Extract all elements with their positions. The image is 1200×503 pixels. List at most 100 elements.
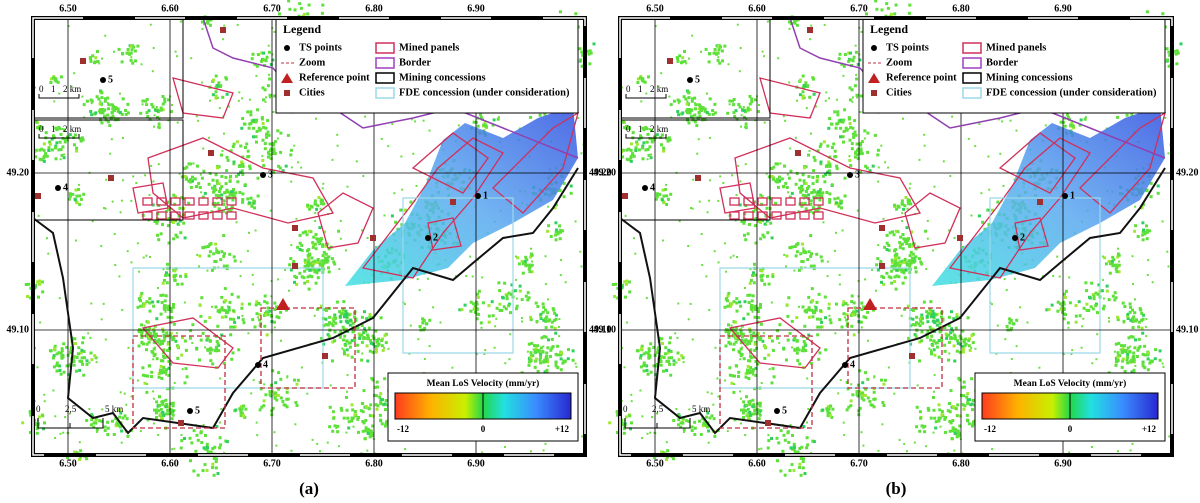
- speckle: [616, 286, 620, 290]
- speckle: [792, 468, 796, 472]
- speckle: [261, 155, 264, 158]
- speckle: [739, 347, 743, 351]
- speckle: [735, 301, 739, 305]
- speckle: [119, 411, 123, 415]
- speckle: [90, 358, 94, 362]
- speckle: [227, 308, 231, 312]
- speckle: [148, 301, 152, 305]
- speckle: [333, 262, 337, 266]
- speckle: [271, 406, 275, 410]
- speckle: [106, 120, 110, 124]
- lon-label: 6.60: [161, 458, 179, 469]
- speckle: [343, 315, 346, 319]
- speckle: [967, 344, 971, 348]
- speckle: [807, 193, 811, 197]
- speckle: [216, 342, 220, 346]
- speckle: [159, 407, 163, 411]
- speckle: [751, 294, 755, 298]
- speckle: [75, 146, 79, 150]
- speckle: [223, 308, 227, 312]
- speckle: [21, 421, 25, 425]
- speckle: [1090, 281, 1094, 285]
- speckle: [866, 150, 870, 154]
- speckle: [934, 420, 938, 424]
- speckle: [736, 337, 740, 341]
- speckle: [335, 427, 338, 430]
- speckle: [339, 312, 343, 315]
- speckle: [272, 143, 275, 147]
- ts-point-label: 4: [263, 359, 268, 370]
- speckle: [404, 303, 406, 306]
- speckle: [326, 323, 330, 327]
- speckle: [783, 164, 786, 168]
- mined-panel: [184, 197, 195, 206]
- speckle: [266, 130, 270, 134]
- speckle: [179, 231, 183, 235]
- speckle: [167, 366, 171, 370]
- speckle: [751, 405, 755, 409]
- speckle: [261, 122, 265, 125]
- speckle: [266, 155, 270, 159]
- speckle: [148, 309, 152, 313]
- speckle: [935, 323, 939, 327]
- speckle: [944, 416, 947, 419]
- speckle: [308, 207, 312, 211]
- speckle: [173, 269, 177, 273]
- speckle: [793, 446, 796, 450]
- speckle: [228, 252, 232, 256]
- speckle: [554, 238, 558, 242]
- speckle: [956, 341, 960, 345]
- speckle: [859, 170, 863, 174]
- speckle: [293, 280, 296, 284]
- colorbar-label: 0: [481, 424, 486, 434]
- speckle: [463, 303, 467, 307]
- speckle: [111, 114, 115, 118]
- speckle: [750, 299, 754, 303]
- speckle: [911, 317, 915, 321]
- speckle: [59, 432, 62, 435]
- speckle: [218, 436, 222, 440]
- speckle: [275, 398, 279, 402]
- speckle: [198, 186, 202, 189]
- speckle: [546, 311, 550, 315]
- ts-point-label: 5: [108, 74, 113, 85]
- speckle: [241, 192, 245, 196]
- speckle: [159, 108, 163, 112]
- speckle: [158, 395, 161, 399]
- speckle: [829, 404, 833, 408]
- speckle: [1094, 291, 1098, 295]
- speckle: [558, 237, 562, 241]
- speckle: [347, 420, 351, 424]
- speckle: [491, 314, 495, 318]
- speckle: [798, 462, 802, 466]
- speckle: [1154, 348, 1157, 352]
- speckle: [148, 326, 152, 330]
- speckle: [541, 350, 545, 353]
- speckle: [803, 342, 807, 346]
- speckle: [107, 107, 110, 111]
- speckle: [401, 188, 404, 191]
- speckle: [352, 425, 355, 428]
- speckle: [727, 291, 731, 295]
- speckle: [62, 342, 66, 346]
- speckle: [863, 129, 867, 133]
- speckle: [155, 357, 159, 361]
- speckle: [197, 119, 200, 122]
- speckle: [366, 237, 369, 239]
- speckle: [662, 194, 666, 198]
- speckle: [1100, 289, 1104, 293]
- speckle: [823, 180, 827, 184]
- speckle: [255, 64, 259, 68]
- speckle: [787, 176, 791, 180]
- speckle: [106, 426, 110, 430]
- speckle: [339, 237, 342, 240]
- speckle: [821, 174, 825, 178]
- speckle: [143, 302, 146, 306]
- speckle: [140, 335, 144, 339]
- speckle: [833, 110, 837, 114]
- speckle: [268, 77, 272, 81]
- speckle: [260, 117, 264, 121]
- speckle: [314, 233, 318, 236]
- speckle: [44, 152, 48, 156]
- speckle: [363, 310, 366, 314]
